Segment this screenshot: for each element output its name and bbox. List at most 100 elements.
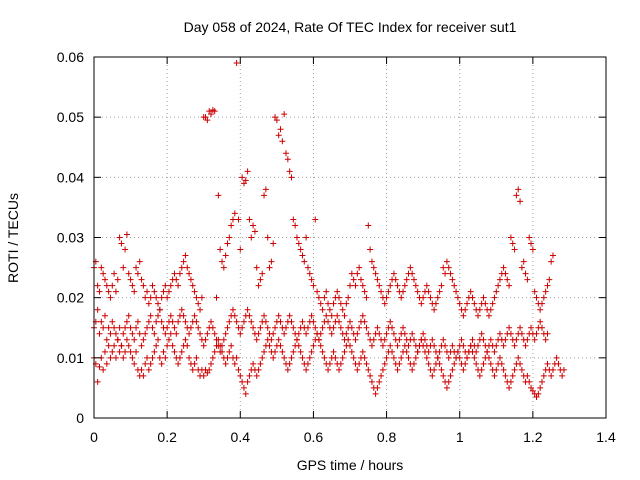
data-point [515,186,522,193]
data-point [197,330,204,337]
data-point [144,324,151,331]
data-point [325,366,332,373]
data-point [138,276,145,283]
data-point [151,348,158,355]
data-point [394,342,401,349]
data-point [383,354,390,361]
data-point [348,270,355,277]
data-point [533,330,540,337]
data-point [112,288,119,295]
data-point [403,348,410,355]
data-point [237,246,244,253]
data-point [145,366,152,373]
data-point [365,330,372,337]
data-point [411,276,417,283]
data-point [155,312,161,319]
data-point [531,336,538,343]
data-point [123,336,130,343]
data-point [539,324,545,331]
data-point [272,114,279,121]
data-point [235,216,242,223]
data-point [493,342,500,349]
data-point [107,330,114,337]
data-point [387,342,394,349]
data-point [277,318,284,325]
data-point [411,360,417,367]
data-point [162,282,169,289]
data-point [195,324,202,331]
data-point [509,240,516,247]
data-point [105,288,112,295]
data-point [509,372,516,379]
data-point [489,300,496,307]
data-point [337,324,344,331]
data-point [354,330,361,337]
data-point [248,234,255,241]
data-point [167,312,174,319]
data-point [500,342,507,349]
data-point [544,282,551,289]
data-point [531,288,538,295]
data-point [266,342,273,349]
data-point [277,126,284,133]
data-point [498,360,505,367]
data-point [198,294,205,301]
data-point [98,264,105,271]
data-point [473,348,480,355]
data-point [213,294,220,301]
data-point [314,288,321,295]
data-point [484,348,491,355]
data-point [303,366,310,373]
data-point [374,276,381,283]
data-point [112,354,119,361]
data-point [336,366,343,373]
data-point [123,318,130,325]
x-tick-label: 0 [90,429,98,445]
data-point [356,264,363,271]
data-point [425,348,432,355]
data-point [387,318,394,325]
data-point [496,354,503,361]
data-point [524,372,531,379]
data-point [359,312,366,319]
data-point [434,354,441,361]
data-point [226,348,233,355]
data-point [175,282,182,289]
data-point [517,360,524,367]
data-point [381,336,388,343]
data-point [312,324,319,331]
data-point [279,138,286,145]
data-point [206,108,213,115]
data-point [432,300,439,307]
data-point [233,318,240,325]
data-point [149,354,156,361]
data-point [454,348,461,355]
data-point [469,294,476,301]
data-point [125,342,132,349]
data-point [438,282,445,289]
data-point [549,252,556,259]
data-point [283,324,289,331]
data-point [359,282,366,289]
data-point [217,246,224,253]
data-point [164,324,171,331]
data-point [315,336,322,343]
data-point [524,276,531,283]
data-point [495,282,502,289]
data-point [151,330,158,337]
data-point [303,330,310,337]
data-point [317,342,324,349]
data-point [443,384,450,391]
data-point [303,234,310,241]
data-point [436,348,443,355]
x-tick-label: 1 [456,429,464,445]
data-point [96,330,103,337]
data-point [368,258,375,265]
data-point [409,330,416,337]
data-point [162,354,169,361]
data-point [454,294,461,301]
data-point [370,336,377,343]
data-point [409,270,416,277]
data-point [350,354,357,361]
data-point [246,312,253,319]
